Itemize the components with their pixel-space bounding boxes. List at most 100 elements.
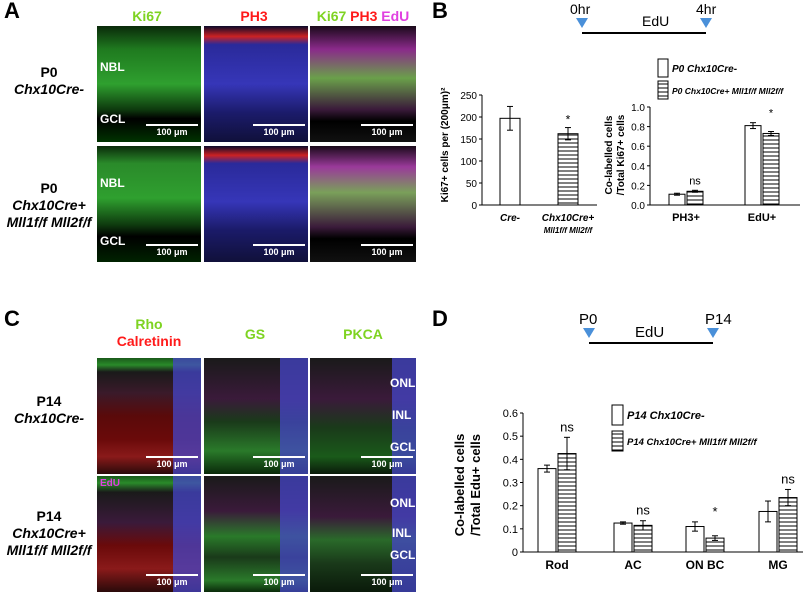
bar (557, 133, 579, 206)
timeline-b-start: 0hr (570, 1, 591, 17)
header-ki67: Ki67 (132, 8, 162, 24)
significance-label: ns (781, 471, 795, 486)
scale-bar: 100 μm (253, 456, 305, 472)
timeline-b-arrow-end (700, 18, 712, 28)
bar (762, 132, 780, 206)
bar (499, 117, 521, 206)
scale-bar: 100 μm (361, 574, 413, 590)
x-tick-label: PH3+ (672, 212, 700, 224)
bar (744, 125, 762, 206)
chart-b-colabel: 0.0 0.2 0.4 0.6 0.8 1.0 Co-labelled cells/Tota… (604, 58, 800, 224)
tag-edu: EdU (100, 478, 120, 489)
micrograph-a-ki67-control: NBL GCL 100 μm (97, 26, 201, 142)
micrograph-c-gs-control: 100 μm (204, 358, 308, 474)
row-c1-label: P14 Chx10Cre- (2, 393, 96, 427)
y-tick-label: 0.1 (503, 524, 518, 536)
legend-swatch (657, 58, 669, 78)
scale-bar: 100 μm (253, 124, 305, 140)
header-merge: Ki67 PH3 EdU (310, 8, 416, 24)
x-tick-label: AC (624, 558, 642, 572)
y-tick-label: 0.8 (631, 123, 645, 134)
dapi-strip (173, 358, 201, 474)
row-c2-genotype: Chx10Cre+ (12, 525, 86, 541)
y-tick-label: 250 (460, 91, 477, 102)
timeline-d-arrow-end (707, 328, 719, 338)
significance-label: * (566, 113, 571, 127)
significance-label: * (712, 504, 717, 519)
micrograph-a-merge-control: 100 μm (310, 26, 416, 142)
timeline-b-label: EdU (642, 13, 669, 29)
row-a2-age: P0 (40, 180, 58, 196)
y-tick-label: 0.5 (503, 431, 518, 443)
tag-onl: ONL (390, 376, 416, 390)
x-tick-label: Mll1f/f Mll2f/f (544, 226, 594, 235)
header-gs: GS (244, 326, 266, 342)
x-tick-label: EdU+ (748, 212, 776, 224)
chart-d-colabel: 0 0.1 0.2 0.3 0.4 0.5 0.6 Co-labelled cells/Tot… (452, 404, 803, 572)
tag-gcl: GCL (390, 440, 416, 454)
y-axis-label: /Total Edu+ cells (468, 434, 483, 536)
dapi-strip (173, 476, 201, 592)
timeline-b-end: 4hr (696, 1, 717, 17)
scale-bar: 100 μm (146, 244, 198, 260)
row-a1-age: P0 (40, 64, 58, 80)
y-tick-label: 1.0 (631, 103, 645, 114)
tag-inl: INL (392, 526, 412, 540)
row-c1-genotype: Chx10Cre- (13, 410, 85, 426)
timeline-b-arrow-start (576, 18, 588, 28)
timeline-b: 0hr EdU 4hr (570, 1, 717, 34)
merge-edu: EdU (381, 8, 410, 24)
y-tick-label: 0.2 (503, 501, 518, 513)
chart-ki67-count: 0 50 100 150 200 250 Ki67+ cells per (200μm)² *… (440, 87, 597, 235)
row-c1-age: P14 (36, 393, 62, 409)
y-axis-label: Co-labelled cells (604, 115, 615, 194)
header-pkca: PKCA (343, 326, 383, 342)
micrograph-c-pkca-mutant: ONL INL GCL 100 μm (310, 476, 416, 592)
y-tick-label: 0 (512, 547, 518, 559)
micrograph-a-ph3-mutant: 100 μm (204, 146, 308, 262)
significance-label: ns (636, 503, 650, 518)
legend-label: P14 Chx10Cre+ Mll1f/f Mll2f/f (627, 437, 757, 448)
significance-label: * (769, 108, 774, 120)
x-tick-label: ON BC (686, 558, 725, 572)
row-a2-label: P0 Chx10Cre+ Mll1f/f Mll2f/f (2, 180, 96, 231)
y-tick-label: 200 (460, 113, 477, 124)
x-tick-label: Rod (545, 558, 568, 572)
y-axis-label: Co-labelled cells (452, 434, 467, 537)
y-tick-label: 0.6 (631, 142, 645, 153)
y-tick-label: 100 (460, 157, 477, 168)
panel-b-letter: B (432, 0, 448, 23)
tag-gcl: GCL (100, 112, 126, 126)
x-tick-label: Cre- (500, 213, 521, 224)
header-rho: Rho (135, 316, 163, 332)
legend-swatch (611, 430, 624, 452)
scale-bar: 100 μm (253, 574, 305, 590)
significance-label: ns (689, 175, 701, 187)
significance-label: ns (560, 419, 574, 434)
dapi-strip (280, 358, 308, 474)
panel-c-letter: C (4, 306, 20, 331)
timeline-d-arrow-start (583, 328, 595, 338)
bar (686, 190, 704, 206)
legend-label: P0 Chx10Cre- (672, 64, 738, 75)
bar (613, 522, 633, 553)
x-tick-label: Chx10Cre+ (542, 213, 595, 224)
tag-inl: INL (392, 408, 412, 422)
scale-bar: 100 μm (253, 244, 305, 260)
dapi-strip (392, 476, 416, 592)
y-tick-label: 0.0 (631, 201, 645, 212)
scale-bar: 100 μm (146, 456, 198, 472)
timeline-d: P0 EdU P14 (579, 311, 732, 344)
micrograph-c-pkca-control: ONL INL GCL 100 μm (310, 358, 416, 474)
micrograph-c-gs-mutant: 100 μm (204, 476, 308, 592)
row-a1-genotype: Chx10Cre- (13, 81, 85, 97)
y-tick-label: 0.6 (503, 408, 518, 420)
micrograph-a-ki67-mutant: NBL GCL 100 μm (97, 146, 201, 262)
y-tick-label: 150 (460, 135, 477, 146)
bar (537, 468, 557, 553)
legend-swatch (611, 404, 624, 426)
header-calretinin: Calretinin (116, 333, 182, 349)
legend-label: P0 Chx10Cre+ Mll1f/f Mll2f/f (672, 86, 784, 96)
micrograph-c-rho-mutant: EdU 100 μm (97, 476, 201, 592)
tag-onl: ONL (390, 496, 416, 510)
